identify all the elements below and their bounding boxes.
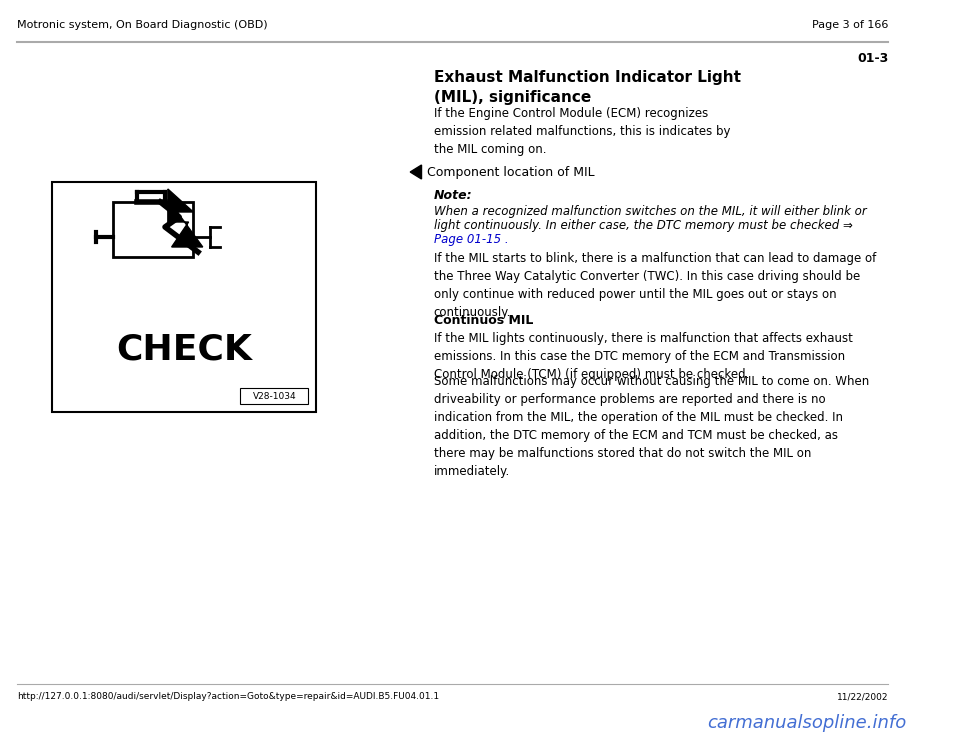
Text: If the MIL starts to blink, there is a malfunction that can lead to damage of
th: If the MIL starts to blink, there is a m… xyxy=(434,252,876,319)
Text: Exhaust Malfunction Indicator Light
(MIL), significance: Exhaust Malfunction Indicator Light (MIL… xyxy=(434,70,741,105)
Text: carmanualsopline.info: carmanualsopline.info xyxy=(708,714,906,732)
Bar xyxy=(240,388,308,404)
Bar xyxy=(113,202,193,257)
Text: Note:: Note: xyxy=(434,189,472,202)
Text: 01-3: 01-3 xyxy=(857,52,888,65)
Text: When a recognized malfunction switches on the MIL, it will either blink or: When a recognized malfunction switches o… xyxy=(434,205,867,218)
Text: Component location of MIL: Component location of MIL xyxy=(427,166,595,179)
Text: Some malfunctions may occur without causing the MIL to come on. When
driveabilit: Some malfunctions may occur without caus… xyxy=(434,375,869,478)
Text: Motronic system, On Board Diagnostic (OBD): Motronic system, On Board Diagnostic (OB… xyxy=(17,20,268,30)
Text: If the MIL lights continuously, there is malfunction that affects exhaust
emissi: If the MIL lights continuously, there is… xyxy=(434,332,852,381)
Bar xyxy=(52,182,316,412)
Text: Page 01-15 .: Page 01-15 . xyxy=(434,233,509,246)
Text: http://127.0.0.1:8080/audi/servlet/Display?action=Goto&type=repair&id=AUDI.B5.FU: http://127.0.0.1:8080/audi/servlet/Displ… xyxy=(17,692,439,701)
Text: CHECK: CHECK xyxy=(116,332,252,366)
Text: Page 3 of 166: Page 3 of 166 xyxy=(812,20,888,30)
Text: Continuos MIL: Continuos MIL xyxy=(434,314,533,327)
Polygon shape xyxy=(410,165,421,179)
Text: If the Engine Control Module (ECM) recognizes
emission related malfunctions, thi: If the Engine Control Module (ECM) recog… xyxy=(434,107,731,156)
Text: light continuously. In either case, the DTC memory must be checked ⇒: light continuously. In either case, the … xyxy=(434,219,852,232)
Text: 11/22/2002: 11/22/2002 xyxy=(837,692,888,701)
Text: V28-1034: V28-1034 xyxy=(252,392,297,401)
Polygon shape xyxy=(168,189,203,247)
